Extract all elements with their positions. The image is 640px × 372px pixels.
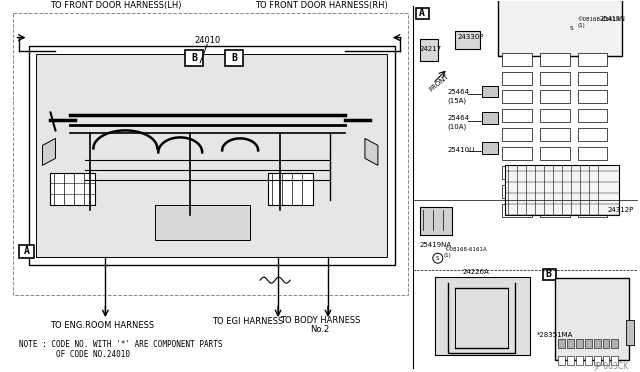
- Text: No.2: No.2: [310, 325, 330, 334]
- Bar: [540, 52, 570, 65]
- Polygon shape: [36, 54, 387, 257]
- Bar: [577, 71, 607, 84]
- Bar: [575, 339, 582, 348]
- Text: ©08168-6161A
(1): ©08168-6161A (1): [577, 17, 620, 28]
- Text: 25464: 25464: [448, 90, 470, 96]
- Bar: [540, 71, 570, 84]
- Text: B: B: [191, 52, 197, 62]
- Bar: [593, 356, 600, 365]
- Bar: [557, 339, 564, 348]
- Bar: [420, 39, 438, 61]
- Bar: [611, 356, 618, 365]
- Bar: [482, 142, 498, 154]
- Text: A: A: [24, 246, 29, 256]
- Bar: [502, 90, 532, 103]
- Bar: [156, 205, 250, 240]
- Text: JP·003CK: JP·003CK: [595, 362, 628, 371]
- Bar: [502, 71, 532, 84]
- Bar: [482, 86, 498, 97]
- Text: FRONT: FRONT: [428, 73, 450, 92]
- Text: 25410U: 25410U: [448, 147, 475, 153]
- Bar: [502, 128, 532, 141]
- Text: 25419NA: 25419NA: [420, 242, 452, 248]
- Bar: [420, 207, 452, 235]
- Bar: [502, 204, 532, 217]
- Bar: [566, 339, 573, 348]
- Bar: [540, 90, 570, 103]
- Bar: [577, 128, 607, 141]
- Bar: [611, 339, 618, 348]
- Bar: [577, 204, 607, 217]
- Bar: [566, 356, 573, 365]
- Bar: [502, 52, 532, 65]
- Bar: [602, 356, 609, 365]
- Text: *28351MA: *28351MA: [536, 332, 573, 338]
- Bar: [600, 13, 621, 29]
- Text: TO ENG.ROOM HARNESS: TO ENG.ROOM HARNESS: [51, 321, 155, 330]
- Text: A: A: [419, 8, 425, 17]
- Bar: [593, 339, 600, 348]
- Bar: [577, 185, 607, 198]
- Text: 24010: 24010: [194, 36, 220, 45]
- Bar: [502, 147, 532, 160]
- Bar: [627, 320, 634, 345]
- Bar: [455, 31, 480, 49]
- Text: TO FRONT DOOR HARNESS(RH): TO FRONT DOOR HARNESS(RH): [255, 1, 388, 10]
- Bar: [575, 356, 582, 365]
- Bar: [51, 173, 95, 205]
- Bar: [482, 112, 498, 124]
- Bar: [577, 147, 607, 160]
- Polygon shape: [365, 138, 378, 166]
- Bar: [225, 49, 243, 65]
- Text: S: S: [436, 256, 440, 261]
- Bar: [185, 49, 203, 65]
- Text: NOTE : CODE NO. WITH '*' ARE COMPONENT PARTS
        OF CODE NO.24010: NOTE : CODE NO. WITH '*' ARE COMPONENT P…: [19, 340, 222, 359]
- Text: 24217: 24217: [420, 45, 442, 52]
- Bar: [435, 277, 530, 355]
- Text: (10A): (10A): [448, 123, 467, 130]
- Bar: [19, 245, 35, 258]
- Bar: [268, 173, 313, 205]
- Bar: [577, 52, 607, 65]
- Bar: [498, 0, 623, 55]
- Text: TO BODY HARNESS: TO BODY HARNESS: [280, 315, 360, 325]
- Bar: [557, 356, 564, 365]
- Text: B: B: [231, 52, 237, 62]
- Bar: [540, 166, 570, 179]
- Text: B: B: [546, 269, 552, 279]
- Bar: [602, 339, 609, 348]
- Bar: [540, 204, 570, 217]
- Text: TO FRONT DOOR HARNESS(LH): TO FRONT DOOR HARNESS(LH): [51, 1, 182, 10]
- Polygon shape: [42, 138, 56, 166]
- Bar: [577, 109, 607, 122]
- Bar: [540, 185, 570, 198]
- Bar: [555, 278, 630, 360]
- Bar: [540, 128, 570, 141]
- Bar: [416, 8, 429, 19]
- Bar: [505, 166, 620, 215]
- Bar: [577, 90, 607, 103]
- Text: 24226A: 24226A: [463, 269, 490, 275]
- Text: 24330P: 24330P: [458, 33, 484, 39]
- Bar: [540, 147, 570, 160]
- Text: ©08168-6161A
(1): ©08168-6161A (1): [444, 247, 486, 257]
- Text: 25419N: 25419N: [600, 16, 625, 22]
- Bar: [502, 109, 532, 122]
- Text: TO EGI HARNESS: TO EGI HARNESS: [212, 317, 284, 326]
- Bar: [543, 269, 556, 280]
- Bar: [540, 109, 570, 122]
- Text: 24312P: 24312P: [607, 207, 634, 213]
- Bar: [584, 356, 591, 365]
- Bar: [502, 166, 532, 179]
- Text: S: S: [570, 26, 573, 31]
- Text: (15A): (15A): [448, 97, 467, 104]
- Bar: [577, 166, 607, 179]
- Text: 25464: 25464: [448, 115, 470, 121]
- Bar: [584, 339, 591, 348]
- Bar: [502, 185, 532, 198]
